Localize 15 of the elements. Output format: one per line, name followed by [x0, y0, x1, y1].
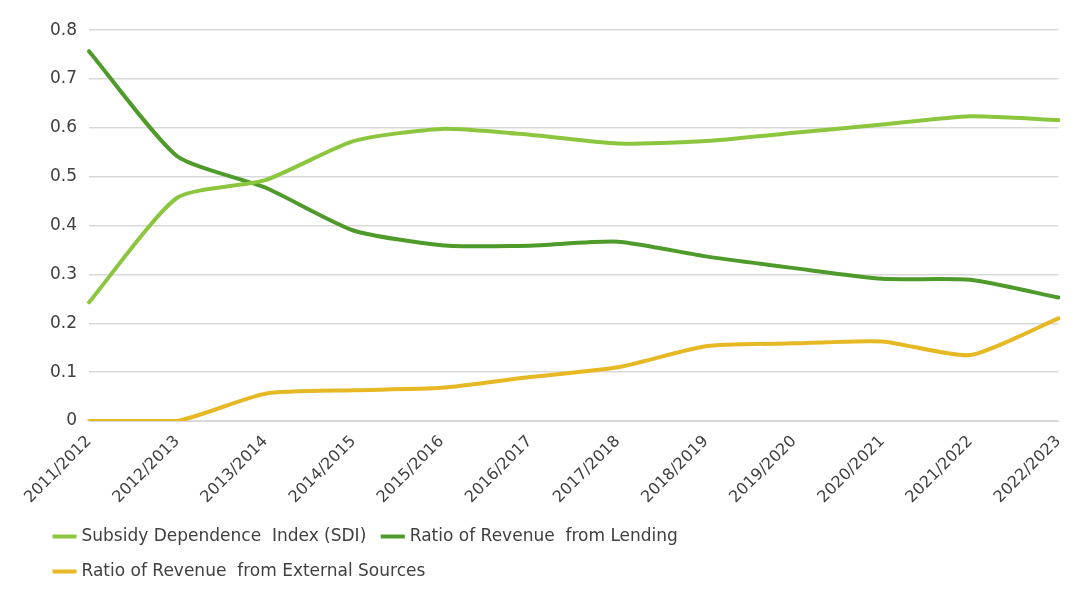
- line-series: [87, 114, 1061, 305]
- y-tick-label: 0.8: [49, 18, 78, 39]
- y-tick-label: 0.3: [49, 262, 78, 283]
- legend-label: Ratio of Revenue from Lending: [409, 524, 678, 545]
- y-tick-label: 0.2: [49, 311, 78, 332]
- y-tick-label: 0.5: [49, 165, 78, 186]
- legend-label: Subsidy Dependence Index (SDI): [81, 524, 367, 545]
- y-tick-label: 0.7: [49, 67, 78, 88]
- line-series: [87, 316, 1061, 422]
- legend-label: Ratio of Revenue from External Sources: [81, 559, 426, 580]
- y-tick-label: 0.1: [49, 360, 78, 381]
- y-tick-label: 0.4: [49, 214, 78, 235]
- y-tick-label: 0.6: [49, 116, 78, 137]
- y-tick-label: 0: [66, 409, 78, 430]
- line-series: [87, 49, 1061, 300]
